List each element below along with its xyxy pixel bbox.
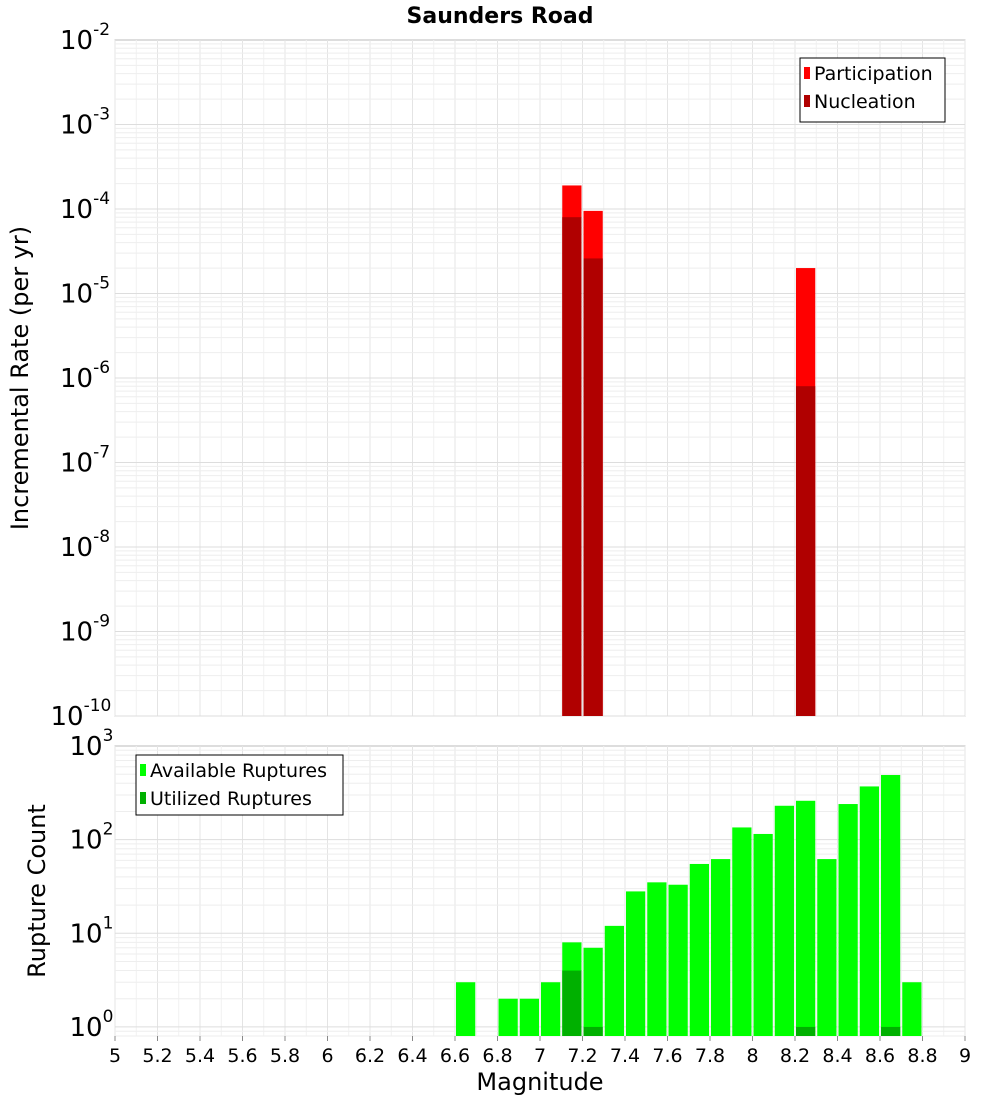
x-tick-label: 5 — [109, 1045, 121, 1067]
bottom-y-axis-label: Rupture Count — [23, 804, 51, 978]
bar-available-ruptures — [774, 805, 794, 1036]
legend-swatch — [804, 67, 810, 79]
x-tick-label: 8.6 — [865, 1045, 895, 1067]
bar-available-ruptures — [796, 800, 816, 1036]
x-tick-label: 5.8 — [270, 1045, 300, 1067]
y-tick-label: 101 — [70, 913, 114, 949]
x-tick-label: 8.8 — [907, 1045, 937, 1067]
y-tick-label: 10-9 — [60, 612, 110, 648]
x-tick-label: 7.4 — [610, 1045, 640, 1067]
legend-swatch — [804, 95, 810, 107]
bar-available-ruptures — [859, 786, 879, 1036]
bar-utilized-ruptures — [796, 1026, 816, 1036]
top-y-axis-label: Incremental Rate (per yr) — [6, 226, 34, 530]
x-tick-label: 6.2 — [355, 1045, 385, 1067]
y-tick-label: 100 — [70, 1007, 114, 1043]
bar-nucleation — [562, 217, 582, 716]
x-tick-label: 5.6 — [227, 1045, 257, 1067]
x-axis-label: Magnitude — [476, 1068, 603, 1096]
chart-title: Saunders Road — [407, 4, 594, 29]
bottom-y-ticks: 100 101 102 103 — [70, 726, 114, 1043]
bar-available-ruptures — [711, 859, 731, 1036]
bar-utilized-ruptures — [583, 1026, 603, 1036]
x-tick-label: 7.6 — [652, 1045, 682, 1067]
bottom-bars — [456, 775, 922, 1036]
bar-available-ruptures — [456, 982, 476, 1036]
bottom-legend: Available Ruptures Utilized Ruptures — [135, 754, 344, 816]
bar-utilized-ruptures — [562, 970, 582, 1036]
x-tick-label: 9 — [959, 1045, 971, 1067]
legend-box — [799, 57, 946, 123]
bar-nucleation — [796, 386, 816, 716]
x-tick-label: 6 — [321, 1045, 333, 1067]
bar-available-ruptures — [881, 775, 901, 1036]
bar-available-ruptures — [732, 827, 752, 1036]
bar-utilized-ruptures — [881, 1026, 901, 1036]
bar-available-ruptures — [838, 804, 858, 1036]
x-tick-label: 5.2 — [142, 1045, 172, 1067]
y-tick-label: 10-3 — [60, 105, 110, 141]
y-tick-label: 103 — [70, 726, 114, 762]
y-tick-label: 102 — [70, 820, 114, 856]
bar-available-ruptures — [753, 833, 773, 1036]
x-tick-label: 7.8 — [695, 1045, 725, 1067]
bar-available-ruptures — [817, 859, 837, 1036]
bar-available-ruptures — [541, 982, 561, 1036]
x-tick-label: 6.6 — [440, 1045, 470, 1067]
legend-label: Utilized Ruptures — [150, 788, 312, 810]
x-tick-label: 5.4 — [185, 1045, 215, 1067]
bar-available-ruptures — [902, 982, 922, 1036]
y-tick-label: 10-10 — [51, 696, 112, 732]
legend-box — [135, 754, 344, 816]
x-ticks: 5 5.2 5.4 5.6 5.8 6 6.2 6.4 6.6 6.8 7 7.2 7.4 7.6 7.8 8… — [109, 1036, 971, 1067]
legend-label: Available Ruptures — [150, 760, 327, 782]
legend-label: Nucleation — [814, 91, 916, 113]
y-tick-label: 10-4 — [60, 189, 110, 225]
top-grid — [114, 40, 966, 717]
bar-available-ruptures — [583, 947, 603, 1036]
legend-label: Participation — [814, 63, 933, 85]
bar-available-ruptures — [689, 863, 709, 1036]
y-tick-label: 10-8 — [60, 527, 110, 563]
legend-swatch — [140, 764, 146, 776]
bar-nucleation — [583, 258, 603, 716]
bar-available-ruptures — [604, 925, 624, 1036]
x-tick-label: 8.4 — [822, 1045, 852, 1067]
x-tick-label: 7 — [534, 1045, 546, 1067]
bar-available-ruptures — [626, 891, 646, 1036]
y-tick-label: 10-6 — [60, 358, 110, 394]
y-tick-label: 10-5 — [60, 274, 110, 310]
legend-swatch — [140, 792, 146, 804]
bar-available-ruptures — [498, 998, 518, 1036]
x-tick-label: 6.8 — [482, 1045, 512, 1067]
x-tick-label: 6.4 — [397, 1045, 427, 1067]
top-y-ticks: 10-10 10-9 10-8 10-7 10-6 10-5 10-4 10-3 10-2 — [51, 20, 112, 732]
x-tick-label: 8.2 — [780, 1045, 810, 1067]
bar-available-ruptures — [519, 998, 539, 1036]
y-tick-label: 10-7 — [60, 443, 110, 479]
top-legend: Participation Nucleation — [799, 57, 946, 123]
bar-available-ruptures — [668, 884, 688, 1036]
top-bars — [562, 185, 816, 717]
y-tick-label: 10-2 — [60, 20, 110, 56]
bar-available-ruptures — [647, 882, 667, 1036]
x-tick-label: 7.2 — [567, 1045, 597, 1067]
x-tick-label: 8 — [746, 1045, 758, 1067]
